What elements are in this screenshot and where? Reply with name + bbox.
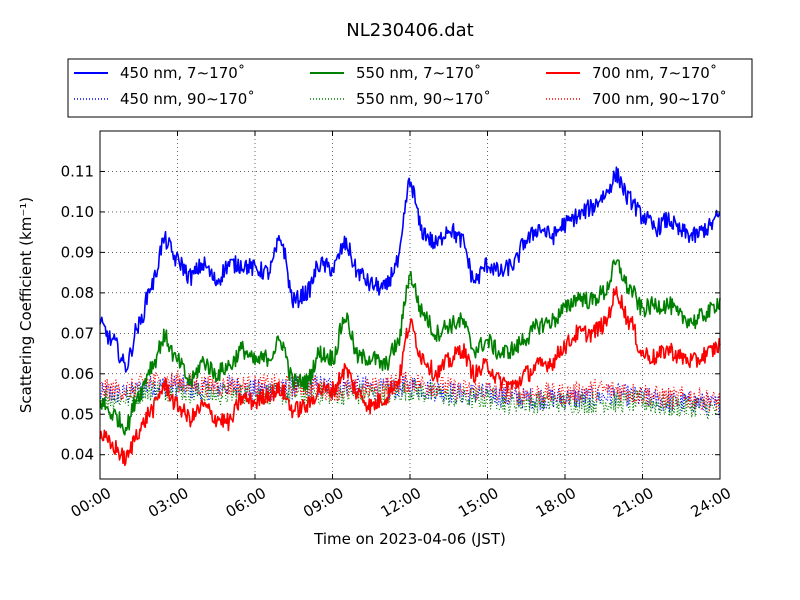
series-line-2: [99, 259, 721, 436]
legend-label-1: 450 nm, 7∼170˚: [120, 64, 245, 82]
y-axis-label: Scattering Coefficient (km⁻¹): [17, 197, 35, 413]
series-line-4: [99, 374, 721, 418]
series-line-3: [99, 286, 721, 467]
y-tick-label: 0.09: [61, 243, 94, 261]
series-line-6: [99, 370, 721, 413]
chart-title: NL230406.dat: [346, 20, 473, 41]
y-tick-label: 0.11: [61, 162, 94, 180]
series-line-1: [99, 166, 721, 373]
y-tick-label: 0.08: [61, 284, 94, 302]
plot-area: [100, 131, 720, 479]
y-tick-label: 0.07: [61, 324, 94, 342]
legend-label-4: 450 nm, 90∼170˚: [120, 90, 255, 108]
y-tick-label: 0.04: [61, 446, 94, 464]
legend-label-3: 700 nm, 7∼170˚: [592, 64, 717, 82]
y-tick-label: 0.05: [61, 405, 94, 423]
legend-label-2: 550 nm, 7∼170˚: [356, 64, 481, 82]
legend-label-5: 550 nm, 90∼170˚: [356, 90, 491, 108]
y-tick-label: 0.10: [61, 203, 94, 221]
x-axis-label: Time on 2023-04-06 (JST): [313, 530, 506, 548]
y-axis: 0.04 0.05 0.06 0.07 0.08 0.09 0.10 0.11: [61, 162, 720, 464]
series-layer: [99, 166, 721, 467]
legend-label-6: 700 nm, 90∼170˚: [592, 90, 727, 108]
legend: 450 nm, 7∼170˚ 450 nm, 90∼170˚ 550 nm, 7∼1…: [67, 58, 753, 118]
y-tick-label: 0.06: [61, 365, 94, 383]
